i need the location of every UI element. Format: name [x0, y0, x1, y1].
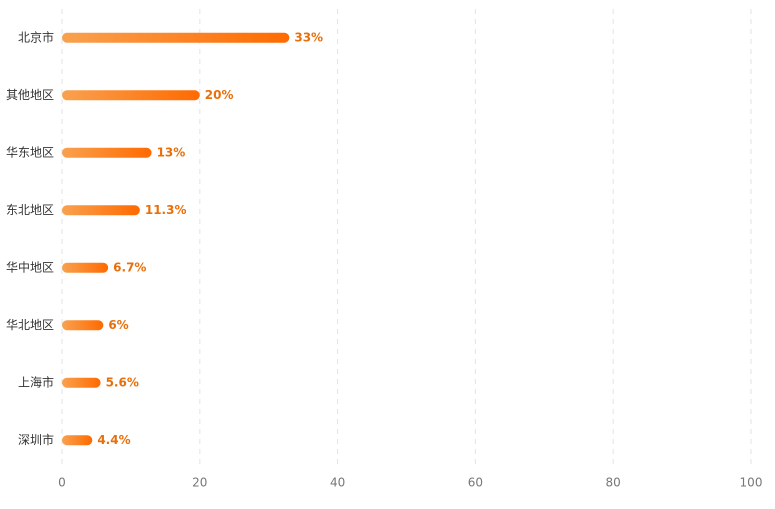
y-tick-label: 东北地区	[6, 203, 54, 217]
bar	[62, 90, 200, 101]
value-label: 5.6%	[106, 375, 139, 389]
y-tick-label: 北京市	[18, 29, 54, 44]
value-label: 4.4%	[97, 433, 130, 447]
x-tick-label: 40	[330, 476, 345, 490]
y-tick-label: 上海市	[18, 374, 54, 389]
y-tick-label: 华中地区	[6, 259, 54, 274]
x-tick-label: 100	[740, 476, 763, 490]
value-label: 33%	[294, 30, 323, 44]
y-tick-label: 华北地区	[6, 318, 54, 332]
value-label: 11.3%	[145, 203, 187, 217]
value-label: 20%	[205, 88, 234, 102]
x-tick-label: 60	[468, 476, 483, 490]
y-tick-label: 华东地区	[6, 145, 54, 159]
bar	[62, 205, 140, 216]
y-tick-label: 深圳市	[18, 432, 54, 447]
bar	[62, 320, 104, 331]
bar	[62, 32, 290, 43]
value-label: 6.7%	[113, 260, 146, 274]
bar	[62, 262, 109, 273]
x-tick-label: 80	[606, 476, 621, 490]
bar	[62, 147, 152, 158]
bar	[62, 435, 93, 446]
value-label: 13%	[157, 145, 186, 159]
y-tick-label: 其他地区	[6, 88, 54, 102]
value-label: 6%	[108, 318, 128, 332]
x-tick-label: 0	[58, 476, 66, 490]
bar	[62, 377, 101, 388]
x-tick-label: 20	[192, 476, 207, 490]
